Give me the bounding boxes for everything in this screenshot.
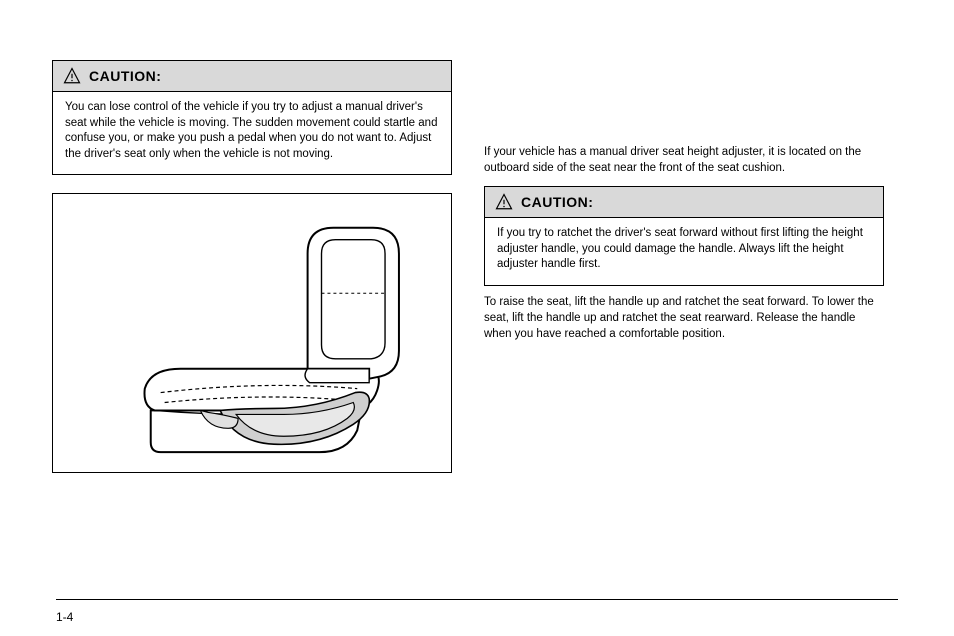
page-divider (56, 599, 898, 600)
caution-body-left: You can lose control of the vehicle if y… (53, 92, 451, 174)
left-column: CAUTION: You can lose control of the veh… (52, 60, 452, 473)
page-number: 1-4 (56, 610, 73, 624)
caution-body-right: If you try to ratchet the driver's seat … (485, 218, 883, 285)
seat-figure (52, 193, 452, 473)
caution-box-right: CAUTION: If you try to ratchet the drive… (484, 186, 884, 286)
manual-page: CAUTION: You can lose control of the veh… (0, 0, 954, 636)
right-column: If your vehicle has a manual driver seat… (484, 60, 884, 473)
right-paragraph-1: To raise the seat, lift the handle up an… (484, 294, 884, 342)
caution-header-left: CAUTION: (53, 61, 451, 92)
caution-header-right: CAUTION: (485, 187, 883, 218)
caution-label-left: CAUTION: (89, 68, 161, 84)
caution-box-left: CAUTION: You can lose control of the veh… (52, 60, 452, 175)
seat-illustration-svg (53, 194, 451, 472)
right-intro-text: If your vehicle has a manual driver seat… (484, 144, 884, 176)
warning-icon (63, 67, 81, 85)
warning-icon (495, 193, 513, 211)
caution-label-right: CAUTION: (521, 194, 593, 210)
two-column-layout: CAUTION: You can lose control of the veh… (52, 60, 902, 473)
